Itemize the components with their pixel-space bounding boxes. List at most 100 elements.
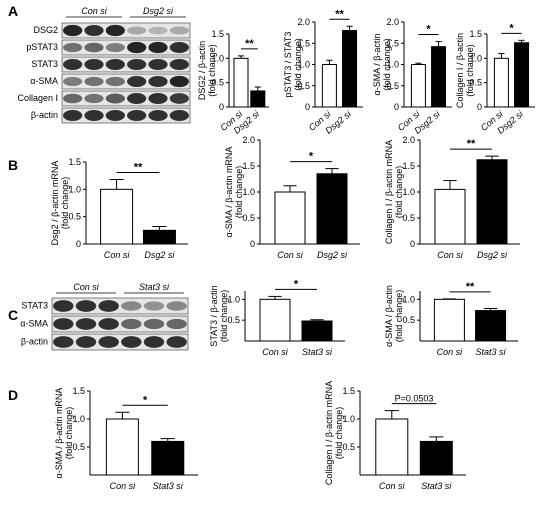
blot-band: [75, 318, 97, 330]
y-axis-label: STAT3 / β-actin(fold change): [209, 285, 229, 346]
blot-band: [53, 300, 74, 312]
y-axis-label-line: α-SMA / β-actin: [372, 34, 382, 96]
y-axis-label-line: Dsg2 / β-actin mRNA: [50, 161, 60, 246]
y-tick-label: 1.0: [68, 184, 81, 194]
y-tick-label: 0.5: [402, 213, 415, 223]
blot-band: [84, 93, 104, 104]
panel-letter-a: A: [8, 3, 18, 19]
y-tick-label: 0: [410, 239, 415, 249]
y-tick-label: 1.0: [469, 53, 482, 63]
y-axis-label: Collagen I / β-actin mRNA(fold change): [384, 140, 404, 244]
category-label: Con si: [277, 250, 304, 260]
blot-band: [75, 336, 97, 348]
blot-band: [84, 42, 104, 53]
blot-band: [148, 26, 168, 35]
bar-control: [433, 298, 465, 342]
y-tick-label: 0.5: [469, 78, 482, 88]
blot-band: [169, 59, 189, 70]
y-axis-label-line: (fold change): [394, 166, 404, 219]
y-tick-label: 0.5: [242, 213, 255, 223]
y-axis-label: Dsg2 / β-actin mRNA(fold change): [50, 161, 70, 246]
bar-knockdown: [419, 440, 453, 476]
y-tick-label: 1.0: [72, 414, 85, 424]
blot-band: [105, 76, 125, 87]
y-tick-label: 2.0: [242, 135, 255, 145]
y-axis-label-line: Collagen I / β-actin mRNA: [384, 140, 394, 244]
y-axis-label-line: (fold change): [60, 177, 70, 230]
significance-label: **: [134, 161, 143, 173]
category-label: Dsg2 si: [144, 250, 175, 260]
y-axis-label-line: (fold change): [207, 44, 217, 97]
blot-row-label: β-actin: [21, 337, 48, 347]
blot-band: [169, 42, 189, 53]
bar-control: [493, 57, 509, 108]
y-tick-label: 2.0: [402, 135, 415, 145]
y-tick-label: 1.5: [469, 29, 482, 39]
blot-band: [148, 41, 168, 54]
y-axis-label-line: (fold change): [394, 290, 404, 343]
bar-knockdown: [301, 320, 333, 342]
panel-letter-d: D: [8, 387, 18, 403]
blot-band: [127, 26, 147, 35]
blot-row-label: α-SMA: [20, 319, 48, 329]
blot-band: [84, 110, 104, 121]
bar-knockdown: [476, 159, 508, 245]
bar-knockdown: [316, 173, 348, 245]
y-axis-label-line: Collagen I / β-actin: [455, 33, 465, 108]
significance-label: *: [309, 151, 314, 163]
blot-band: [127, 110, 147, 121]
y-axis-label-line: (fold change): [219, 290, 229, 343]
blot-band: [121, 336, 142, 348]
y-tick-label: 0: [76, 239, 81, 249]
blot-band: [143, 301, 165, 311]
bar-knockdown: [431, 46, 447, 108]
blot-band: [63, 110, 83, 121]
blot-band: [169, 26, 189, 35]
y-axis-label: DSG2 / β-actin(fold change): [197, 41, 217, 100]
blot-band: [63, 42, 83, 53]
bar-knockdown: [514, 42, 530, 108]
y-axis-label: α-SMA / β-actin mRNA(fold change): [224, 147, 244, 238]
blot-band: [127, 93, 147, 104]
y-tick-label: 1.0: [227, 294, 240, 304]
category-label: Con si: [110, 481, 137, 491]
blot-group-label: Stat3 si: [139, 282, 170, 292]
blot-band: [63, 59, 83, 70]
y-tick-label: 1.5: [402, 161, 415, 171]
blot-band: [63, 24, 83, 37]
blot-row-label: STAT3: [31, 59, 58, 69]
blot-band: [143, 336, 165, 348]
blot-band: [127, 41, 147, 54]
bar-knockdown: [142, 229, 176, 245]
blot-band: [105, 59, 125, 70]
y-tick-label: 0.5: [297, 81, 310, 91]
blot-band: [98, 318, 119, 330]
blot-row-label: β-actin: [31, 110, 58, 120]
y-tick-label: 1.5: [211, 29, 224, 39]
blot-band: [127, 59, 147, 70]
bar-knockdown: [475, 310, 507, 342]
category-label: Stat3 si: [476, 347, 507, 357]
y-tick-label: 1.5: [342, 386, 355, 396]
y-tick-label: 0.5: [227, 315, 240, 325]
blot-band: [84, 59, 104, 70]
significance-label: **: [335, 8, 344, 20]
blot-band: [148, 59, 168, 70]
y-tick-label: 0.5: [211, 78, 224, 88]
blot-group-label: Con si: [81, 6, 108, 16]
y-tick-label: 1.0: [297, 60, 310, 70]
bar-control: [233, 57, 249, 108]
y-tick-label: 2.0: [386, 17, 399, 27]
blot-band: [166, 318, 187, 330]
y-tick-label: 0: [477, 102, 482, 112]
blot-band: [53, 318, 74, 330]
bar-control: [100, 188, 134, 245]
y-tick-label: 1.0: [211, 53, 224, 63]
category-label: Con si: [104, 250, 131, 260]
blot-band: [121, 301, 142, 311]
significance-label: **: [245, 38, 254, 50]
y-axis-label-line: (fold change): [64, 407, 74, 460]
blot-band: [98, 300, 119, 312]
y-axis-label: α-SMA / β-actin mRNA(fold change): [54, 388, 74, 479]
